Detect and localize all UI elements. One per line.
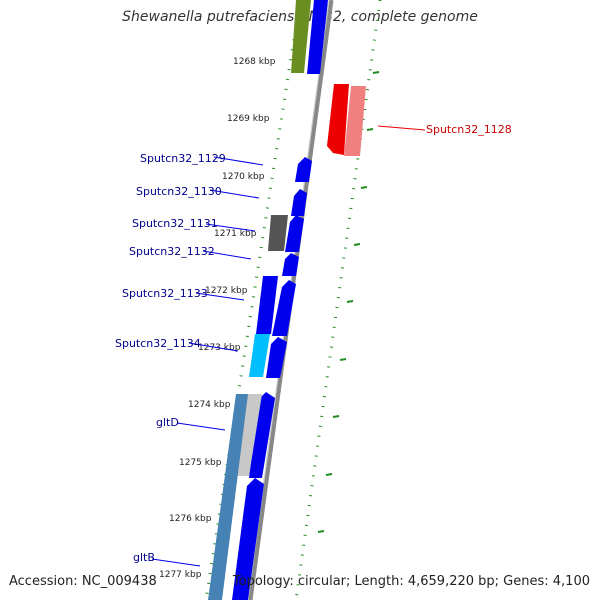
leader-sputcn32-1130 xyxy=(209,189,260,199)
leader-gltd xyxy=(176,422,226,431)
kbp-tick-label: 1272 kbp xyxy=(205,286,248,296)
gene-gltd xyxy=(249,392,275,478)
gene-gltb xyxy=(232,478,264,600)
gene-sputcn32-1132 xyxy=(282,253,299,276)
gene-top-blue xyxy=(307,0,328,74)
gene-sputcn32-1131 xyxy=(285,215,304,252)
gene-label-gltd: gltD xyxy=(156,416,179,429)
gene-label-sputcn32-1134: Sputcn32_1134 xyxy=(115,337,201,350)
gene-top-green xyxy=(291,0,311,73)
gene-sputcn32-1133-left xyxy=(256,276,278,334)
kbp-tick-label: 1277 kbp xyxy=(159,570,202,580)
gene-sputcn32-1130 xyxy=(291,189,307,216)
outer-guide-right xyxy=(294,0,382,600)
leader-sputcn32-1132 xyxy=(202,250,252,260)
gene-sputcn32-1133 xyxy=(272,280,296,336)
leader-sputcn32-1133 xyxy=(195,292,245,301)
kbp-tick-label: 1275 kbp xyxy=(179,458,222,468)
leader-sputcn32-1128 xyxy=(377,125,426,131)
kbp-tick-label: 1270 kbp xyxy=(222,172,265,182)
leader-gltb xyxy=(151,558,201,567)
gene-label-sputcn32-1129: Sputcn32_1129 xyxy=(140,152,226,165)
gene-label-sputcn32-1132: Sputcn32_1132 xyxy=(129,245,215,258)
leader-sputcn32-1131 xyxy=(205,223,256,232)
kbp-tick-label: 1271 kbp xyxy=(214,229,257,239)
gene-sputcn32-1128 xyxy=(327,84,349,155)
kbp-tick-label: 1269 kbp xyxy=(227,114,270,124)
accession-text: Accession: NC_009438 xyxy=(9,574,157,589)
gene-label-gltb: gltB xyxy=(133,551,155,564)
gene-sputcn32-1131-gray xyxy=(268,215,288,251)
kbp-tick-label: 1268 kbp xyxy=(233,57,276,67)
gene-label-sputcn32-1128: Sputcn32_1128 xyxy=(426,123,512,136)
gene-sputcn32-1128-rna xyxy=(344,86,366,156)
gene-label-sputcn32-1133: Sputcn32_1133 xyxy=(122,287,208,300)
kbp-tick-label: 1274 kbp xyxy=(188,400,231,410)
gene-gltd-gray xyxy=(234,394,262,476)
gene-label-sputcn32-1131: Sputcn32_1131 xyxy=(132,217,218,230)
gene-sputcn32-1134-cyan xyxy=(249,334,270,377)
genome-summary-text: Topology: circular; Length: 4,659,220 bp… xyxy=(232,574,590,589)
gene-gltb-steelblue xyxy=(208,394,248,600)
gene-sputcn32-1129 xyxy=(295,157,312,182)
leader-sputcn32-1129 xyxy=(213,156,264,166)
gene-label-sputcn32-1130: Sputcn32_1130 xyxy=(136,185,222,198)
gene-sputcn32-1134 xyxy=(266,337,287,378)
kbp-tick-label: 1276 kbp xyxy=(169,514,212,524)
leader-sputcn32-1134 xyxy=(188,342,239,352)
